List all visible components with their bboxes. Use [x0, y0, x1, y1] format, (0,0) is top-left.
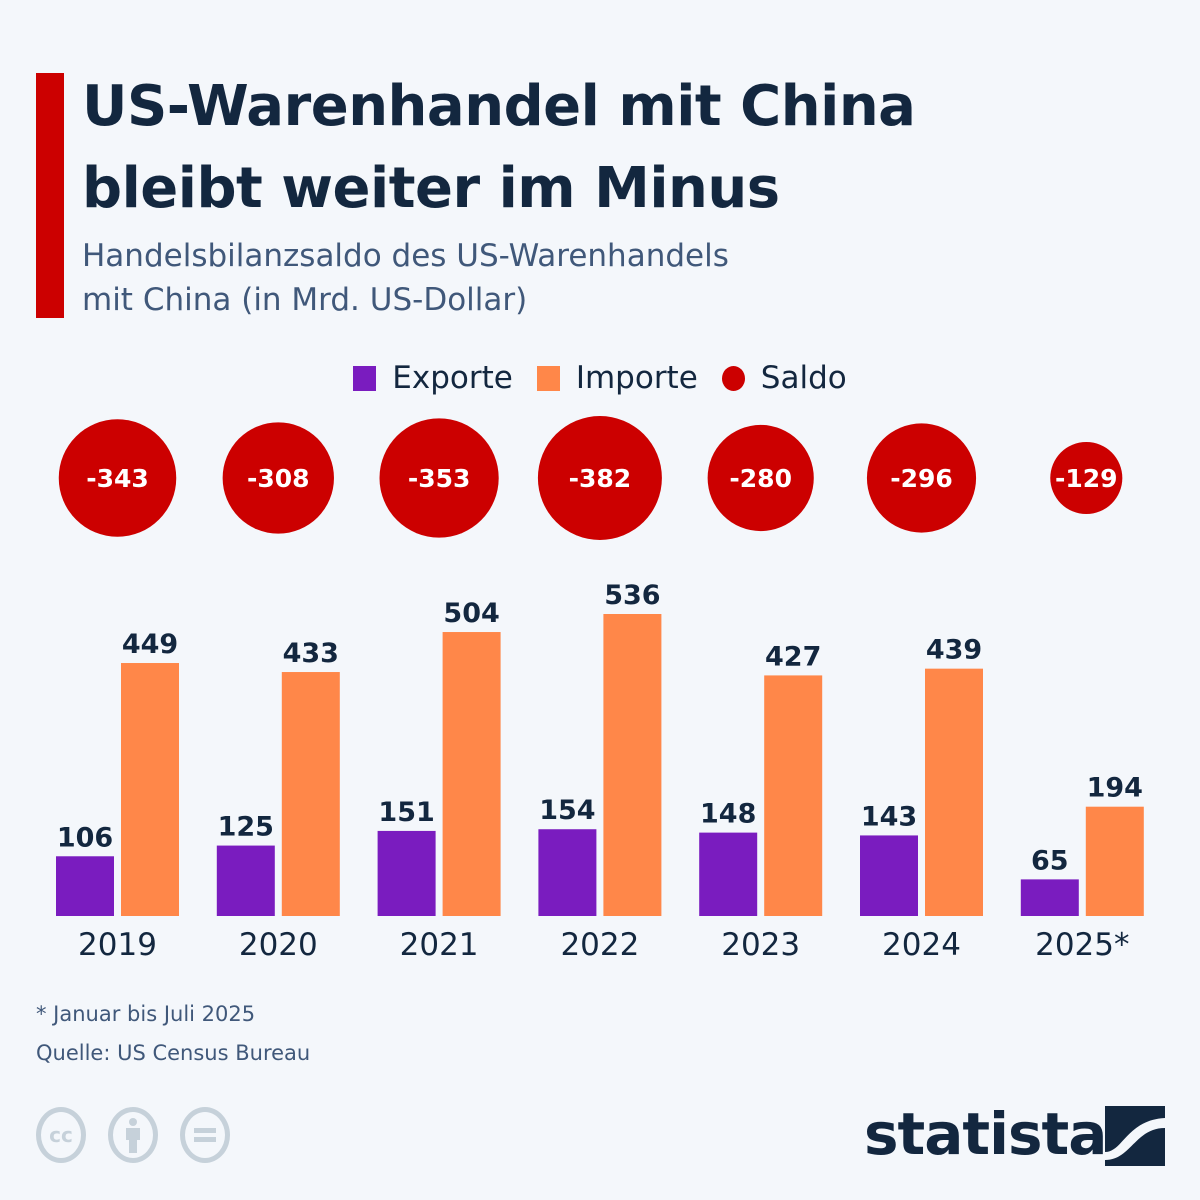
legend-label-saldo: Saldo [760, 360, 847, 396]
bar-importe-2025* [1085, 806, 1144, 916]
label-exporte-2020: 125 [218, 812, 274, 843]
bubble-saldo-2025* [1050, 441, 1123, 515]
bubble-saldo-2019 [58, 419, 177, 537]
bar-importe-2020 [281, 672, 340, 916]
bar-exporte-2021 [377, 830, 436, 916]
legend-item-exporte: Exporte [353, 360, 513, 396]
attribution-icon[interactable] [108, 1107, 158, 1163]
legend-item-importe: Importe [536, 360, 698, 396]
label-importe-2025*: 194 [1087, 773, 1143, 804]
legend-swatch-saldo [721, 365, 745, 391]
label-importe-2023: 427 [765, 641, 821, 672]
bar-importe-2019 [121, 663, 179, 916]
bubble-saldo-2022 [537, 416, 662, 540]
bar-exporte-2020 [216, 845, 275, 916]
bar-importe-2023 [764, 675, 823, 916]
no-derivatives-icon[interactable] [180, 1107, 230, 1163]
label-importe-2020: 433 [283, 638, 339, 669]
chart-title: US-Warenhandel mit China bleibt weiter i… [82, 66, 1182, 230]
legend-label-exporte: Exporte [392, 360, 513, 396]
title-line-2: bleibt weiter im Minus [82, 156, 780, 221]
label-exporte-2021: 151 [378, 797, 434, 828]
x-tick-2021: 2021 [400, 927, 479, 963]
label-saldo-2025*: -129 [1055, 464, 1118, 493]
statista-logo[interactable]: statista [864, 1100, 1107, 1168]
label-exporte-2023: 148 [700, 799, 756, 830]
legend-swatch-exporte [353, 365, 377, 391]
label-importe-2024: 439 [926, 635, 982, 666]
label-saldo-2024: -296 [890, 464, 953, 493]
bar-exporte-2023 [699, 832, 758, 916]
bubble-saldo-2023 [707, 424, 814, 532]
x-tick-2025*: 2025* [1035, 927, 1129, 963]
subtitle-line-2: mit China (in Mrd. US-Dollar) [82, 282, 528, 318]
logo-text: statista [864, 1100, 1107, 1168]
bar-exporte-2019 [56, 856, 114, 916]
x-tick-2024: 2024 [882, 927, 961, 963]
chart-subtitle: Handelsbilanzsaldo des US-Warenhandels m… [82, 234, 1082, 322]
label-importe-2021: 504 [443, 598, 499, 629]
x-tick-2023: 2023 [721, 927, 800, 963]
statista-logo-icon [1105, 1106, 1165, 1166]
bar-exporte-2022 [538, 829, 597, 916]
x-tick-2022: 2022 [560, 927, 639, 963]
accent-bar [36, 73, 64, 318]
subtitle-line-1: Handelsbilanzsaldo des US-Warenhandels [82, 238, 729, 274]
footnote: * Januar bis Juli 2025 [36, 1002, 256, 1026]
label-exporte-2024: 143 [861, 801, 917, 832]
source: Quelle: US Census Bureau [36, 1041, 311, 1065]
bar-importe-2024 [925, 668, 983, 916]
title-line-1: US-Warenhandel mit China [82, 74, 916, 139]
label-saldo-2019: -343 [86, 464, 149, 493]
label-saldo-2023: -280 [729, 464, 792, 493]
legend: Exporte Importe Saldo [0, 360, 1200, 396]
legend-item-saldo: Saldo [721, 360, 847, 396]
label-exporte-2019: 106 [57, 822, 113, 853]
label-exporte-2022: 154 [539, 795, 595, 826]
label-exporte-2025*: 65 [1031, 845, 1069, 876]
bubble-saldo-2024 [866, 423, 977, 533]
label-importe-2019: 449 [122, 629, 178, 660]
bar-chart: 106 449 2019 -343 125 433 2020 -308 151 504 2021 -3… [56, 416, 1144, 963]
bar-importe-2022 [603, 614, 662, 916]
label-saldo-2021: -353 [408, 464, 471, 493]
bar-importe-2021 [442, 632, 501, 916]
legend-label-importe: Importe [575, 360, 698, 396]
x-tick-2019: 2019 [78, 927, 157, 963]
bubble-saldo-2020 [222, 422, 334, 534]
cc-icon[interactable]: cc [36, 1107, 86, 1163]
label-saldo-2022: -382 [569, 464, 632, 493]
legend-swatch-importe [536, 365, 560, 391]
bar-exporte-2024 [860, 835, 918, 916]
label-saldo-2020: -308 [247, 464, 310, 493]
x-tick-2020: 2020 [239, 927, 318, 963]
bar-exporte-2025* [1020, 879, 1079, 916]
label-importe-2022: 536 [604, 580, 660, 611]
bubble-saldo-2021 [379, 418, 499, 538]
